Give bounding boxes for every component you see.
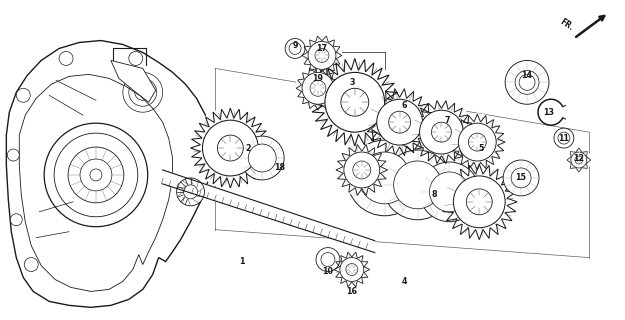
Polygon shape: [162, 170, 375, 252]
Circle shape: [366, 88, 434, 156]
Text: 11: 11: [558, 133, 569, 143]
Circle shape: [353, 161, 371, 179]
Text: 2: 2: [246, 144, 251, 153]
Text: 6: 6: [402, 101, 408, 110]
Text: 5: 5: [479, 144, 484, 153]
Circle shape: [302, 36, 342, 76]
Text: 8: 8: [432, 190, 437, 199]
Circle shape: [90, 169, 102, 181]
Circle shape: [302, 72, 334, 104]
Text: 19: 19: [312, 74, 324, 83]
Circle shape: [310, 80, 326, 96]
Circle shape: [325, 72, 384, 132]
Circle shape: [340, 258, 364, 282]
Circle shape: [503, 160, 539, 196]
Circle shape: [429, 172, 469, 212]
Polygon shape: [111, 60, 156, 102]
Circle shape: [449, 114, 505, 170]
Circle shape: [24, 258, 38, 271]
Circle shape: [468, 133, 486, 151]
Circle shape: [217, 135, 243, 161]
Circle shape: [285, 38, 305, 59]
Circle shape: [567, 148, 591, 172]
Circle shape: [511, 168, 531, 188]
Circle shape: [389, 111, 411, 133]
Circle shape: [466, 189, 492, 215]
Circle shape: [377, 99, 423, 145]
Circle shape: [458, 123, 496, 161]
Text: 10: 10: [322, 267, 333, 276]
Circle shape: [191, 108, 270, 188]
Circle shape: [346, 264, 358, 276]
Circle shape: [344, 152, 380, 188]
Circle shape: [554, 128, 574, 148]
Circle shape: [453, 176, 505, 228]
Circle shape: [359, 152, 411, 204]
Text: 7: 7: [444, 116, 450, 125]
Circle shape: [505, 60, 549, 104]
Circle shape: [8, 149, 19, 161]
Text: 9: 9: [292, 41, 298, 50]
Circle shape: [59, 52, 73, 65]
Circle shape: [308, 42, 336, 69]
Circle shape: [11, 214, 22, 226]
Circle shape: [16, 88, 30, 102]
Circle shape: [334, 252, 370, 287]
Circle shape: [202, 120, 258, 176]
Circle shape: [241, 136, 284, 180]
Text: 1: 1: [239, 257, 245, 266]
Circle shape: [431, 122, 451, 142]
Text: 18: 18: [274, 164, 286, 172]
Circle shape: [394, 161, 441, 209]
Circle shape: [347, 140, 423, 216]
Circle shape: [515, 70, 539, 94]
Polygon shape: [6, 41, 212, 307]
Circle shape: [419, 110, 463, 154]
Circle shape: [336, 144, 388, 196]
Circle shape: [575, 156, 583, 164]
Circle shape: [311, 59, 399, 146]
Text: 12: 12: [573, 154, 584, 163]
Circle shape: [177, 178, 204, 206]
Circle shape: [248, 144, 276, 172]
Circle shape: [129, 52, 142, 65]
Circle shape: [341, 88, 369, 116]
Circle shape: [316, 248, 340, 271]
Circle shape: [296, 67, 340, 110]
Text: 4: 4: [402, 277, 408, 286]
Circle shape: [315, 49, 329, 62]
Circle shape: [409, 100, 473, 164]
Text: 16: 16: [346, 287, 358, 296]
Circle shape: [419, 162, 479, 222]
Circle shape: [382, 150, 452, 220]
Text: 3: 3: [349, 78, 354, 87]
Text: 17: 17: [316, 44, 328, 53]
Text: 13: 13: [544, 108, 554, 117]
Text: 15: 15: [516, 173, 527, 182]
Circle shape: [441, 164, 517, 240]
Text: 14: 14: [522, 71, 532, 80]
Circle shape: [571, 152, 587, 168]
Text: FR.: FR.: [559, 17, 575, 32]
